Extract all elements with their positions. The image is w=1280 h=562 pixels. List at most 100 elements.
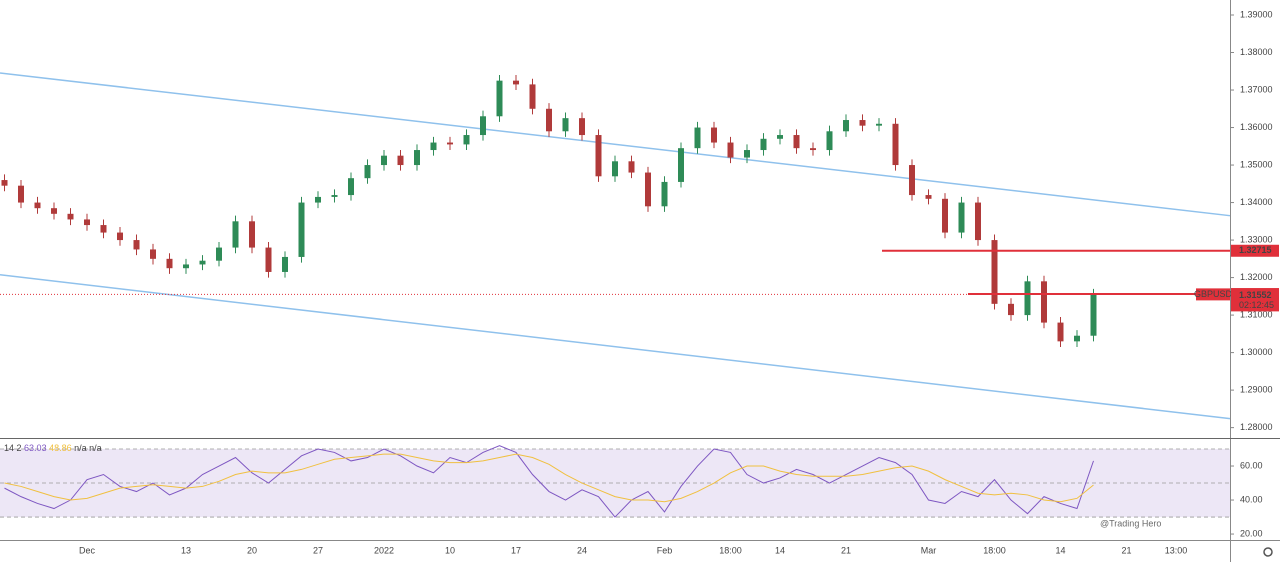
x-tick-label: 20 xyxy=(247,545,257,555)
candle-body xyxy=(513,80,519,85)
candle-body xyxy=(232,221,239,248)
candle-body xyxy=(166,258,173,269)
candle-body xyxy=(463,135,470,145)
rsi-line xyxy=(4,453,1094,503)
candle-body xyxy=(315,196,321,203)
candle-body xyxy=(381,155,387,166)
candle-body xyxy=(859,120,866,126)
candle-body xyxy=(67,213,74,220)
x-tick-label: 14 xyxy=(1055,545,1065,555)
candle-body xyxy=(51,208,57,214)
candle-body xyxy=(975,202,981,241)
candle-body xyxy=(925,195,932,199)
countdown: 02:12:45 xyxy=(1239,300,1274,310)
candle-body xyxy=(1008,303,1014,316)
level-tag xyxy=(1231,244,1279,257)
candle-body xyxy=(991,240,998,304)
candle-body xyxy=(34,202,41,209)
symbol-tag xyxy=(1196,288,1230,301)
candle-body xyxy=(348,178,354,196)
rsi-header: 14 2 63.03 48.86 n/a n/a xyxy=(4,443,102,453)
channel-line xyxy=(0,72,1231,217)
candle-body xyxy=(414,150,420,166)
last-price-tag xyxy=(1231,289,1279,312)
watermark: @Trading Hero xyxy=(1100,518,1161,528)
candle-body xyxy=(958,202,965,233)
y-tick-label: 1.32000 xyxy=(1240,272,1273,282)
candle-body xyxy=(1090,294,1097,336)
candle-body xyxy=(1041,281,1047,323)
rsi-header-item: 63.03 xyxy=(24,443,47,453)
candle-body xyxy=(265,247,272,272)
y-tick-label: 1.38000 xyxy=(1240,47,1273,57)
candle-body xyxy=(18,185,24,203)
candle-body xyxy=(216,247,222,261)
candle-body xyxy=(1024,281,1031,316)
candle-body xyxy=(942,198,948,233)
candle-body xyxy=(810,148,816,151)
candle-body xyxy=(199,260,206,265)
rsi-tick-label: 40.00 xyxy=(1240,494,1263,504)
candle-body xyxy=(628,161,635,173)
rsi-tick-label: 60.00 xyxy=(1240,460,1263,470)
candle-body xyxy=(133,240,140,250)
last-price-label: 1.31552 xyxy=(1239,290,1272,300)
candle-body xyxy=(447,142,453,145)
y-tick-label: 1.39000 xyxy=(1240,9,1273,19)
y-tick-label: 1.29000 xyxy=(1240,384,1273,394)
x-tick-label: 27 xyxy=(313,545,323,555)
x-tick-label: 13 xyxy=(181,545,191,555)
candle-body xyxy=(117,232,123,241)
candle-body xyxy=(100,225,107,233)
candle-body xyxy=(645,172,651,207)
candle-body xyxy=(331,195,338,197)
x-tick-label: Mar xyxy=(921,545,937,555)
candle-body xyxy=(777,135,783,139)
candle-body xyxy=(84,219,90,226)
candle-body xyxy=(282,256,288,272)
candle-body xyxy=(678,148,684,182)
rsi-header-item: n/a n/a xyxy=(74,443,102,453)
candle-body xyxy=(661,181,668,207)
candle-body xyxy=(183,264,189,269)
x-tick-label: 14 xyxy=(775,545,785,555)
candle-body xyxy=(727,142,734,158)
x-tick-label: 24 xyxy=(577,545,587,555)
candle-body xyxy=(496,80,503,117)
rsi-tick-label: 20.00 xyxy=(1240,528,1263,538)
x-tick-label: Feb xyxy=(657,545,673,555)
candle-body xyxy=(744,150,750,158)
channel-line xyxy=(0,274,1231,420)
y-tick-label: 1.34000 xyxy=(1240,197,1273,207)
settings-icon[interactable] xyxy=(1263,547,1273,557)
y-tick-label: 1.30000 xyxy=(1240,347,1273,357)
x-tick-label: 21 xyxy=(1121,545,1131,555)
symbol-label: GBPUSD xyxy=(1194,289,1233,299)
candle-body xyxy=(249,221,255,248)
candle-body xyxy=(1074,335,1080,342)
candle-body xyxy=(793,135,800,149)
candle-body xyxy=(892,123,899,166)
y-tick-label: 1.36000 xyxy=(1240,122,1273,132)
candle-body xyxy=(298,202,305,257)
candle-body xyxy=(760,138,767,151)
candle-body xyxy=(364,165,371,179)
candle-body xyxy=(843,120,849,132)
candle-body xyxy=(694,127,701,149)
x-tick-label: 10 xyxy=(445,545,455,555)
candle-body xyxy=(430,142,437,151)
y-tick-label: 1.35000 xyxy=(1240,159,1273,169)
y-tick-label: 1.37000 xyxy=(1240,84,1273,94)
candle-body xyxy=(579,118,585,136)
candle-body xyxy=(826,131,833,151)
candle-body xyxy=(480,116,486,136)
x-tick-label: Dec xyxy=(79,545,96,555)
candle-body xyxy=(595,135,602,177)
candle-body xyxy=(1057,322,1064,342)
y-tick-label: 1.28000 xyxy=(1240,422,1273,432)
x-tick-label: 18:00 xyxy=(983,545,1006,555)
candle-body xyxy=(909,165,915,196)
x-tick-label: 13:00 xyxy=(1165,545,1188,555)
